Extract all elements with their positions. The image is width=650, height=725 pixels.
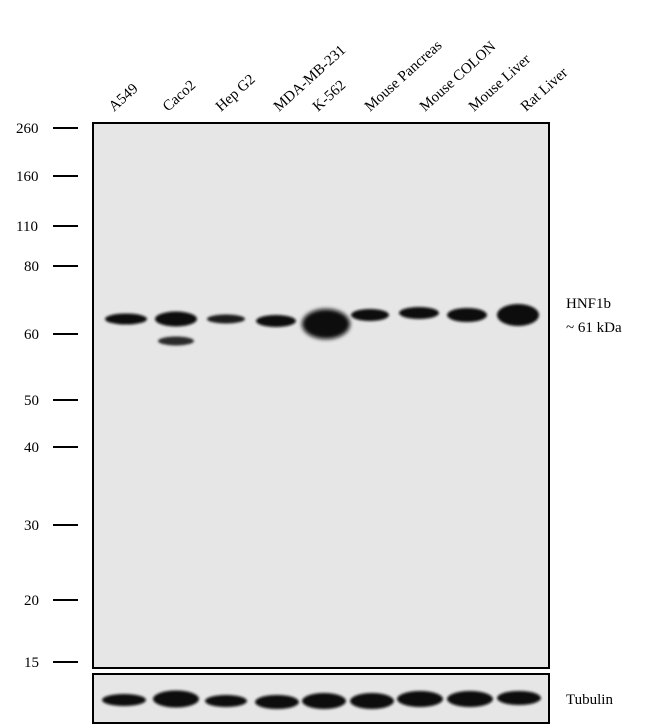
tubulin-band-mouse-colon	[397, 691, 443, 707]
tubulin-band-a549	[102, 694, 146, 706]
loading-control-name: Tubulin	[566, 692, 613, 708]
band-mouse-liver	[447, 308, 487, 322]
mw-label-110: 110	[16, 219, 38, 235]
band-hep-g2	[207, 314, 245, 324]
target-name: HNF1b	[566, 296, 611, 312]
lane-label-a549: A549	[106, 81, 141, 115]
lane-label-rat-liver: Rat Liver	[518, 65, 571, 115]
tubulin-band-mda-mb-231	[255, 695, 299, 709]
band-k-562	[302, 309, 350, 339]
tubulin-band-rat-liver	[497, 691, 541, 705]
lane-label-caco2: Caco2	[160, 77, 199, 115]
lane-label-hep-g2: Hep G2	[213, 72, 259, 115]
mw-label-160: 160	[16, 169, 39, 185]
lane-labels: A549 Caco2 Hep G2 MDA-MB-231 K-562 Mouse…	[106, 37, 571, 114]
mw-label-260: 260	[16, 121, 39, 137]
band-caco2	[155, 311, 197, 327]
mw-markers: 260 160 110 80 60 50 40 30 20 15	[16, 121, 78, 671]
band-mouse-colon	[399, 307, 439, 319]
band-mouse-pancreas	[351, 309, 389, 321]
tubulin-band-mouse-pancreas	[350, 693, 394, 709]
target-bands	[105, 304, 539, 346]
main-blot-panel	[92, 122, 550, 669]
mw-label-30: 30	[24, 518, 39, 534]
band-mda-mb-231	[256, 315, 296, 327]
mw-label-80: 80	[24, 259, 39, 275]
mw-label-40: 40	[24, 440, 39, 456]
tubulin-band-caco2	[153, 690, 199, 708]
tubulin-band-k-562	[302, 693, 346, 709]
mw-label-60: 60	[24, 327, 39, 343]
loading-control-bands	[102, 690, 541, 709]
loading-control-panel	[92, 673, 550, 724]
mw-label-15: 15	[24, 655, 39, 671]
band-a549	[105, 313, 147, 325]
tubulin-band-mouse-liver	[447, 691, 493, 707]
band-rat-liver	[497, 304, 539, 326]
target-size: ~ 61 kDa	[566, 320, 622, 336]
mw-label-20: 20	[24, 593, 39, 609]
main-membrane	[92, 122, 550, 669]
tubulin-band-hep-g2	[205, 695, 247, 707]
mw-label-50: 50	[24, 393, 39, 409]
band-caco2-lower	[158, 336, 194, 346]
